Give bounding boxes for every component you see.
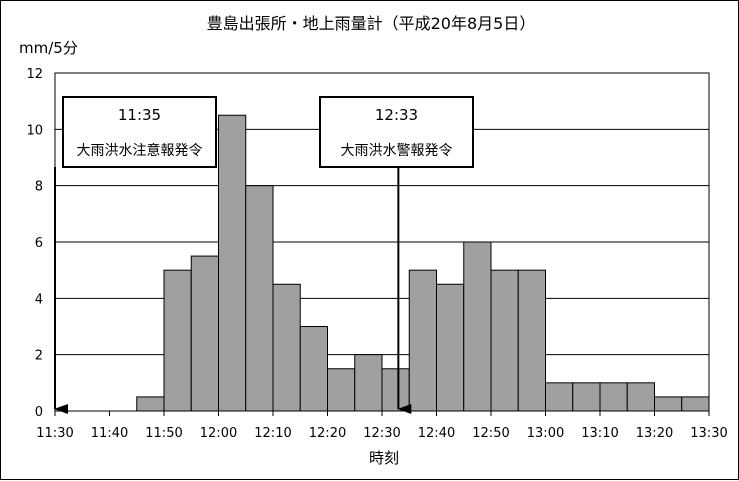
y-tick-label: 8 (35, 180, 43, 195)
y-tick-label: 12 (26, 67, 43, 82)
bar (681, 396, 710, 412)
annotation-time: 11:35 (118, 106, 161, 124)
bar (299, 326, 328, 412)
x-tick-label: 11:50 (145, 426, 182, 441)
y-tick-label: 10 (26, 123, 43, 138)
y-tick-label: 0 (35, 405, 43, 420)
y-axis-label: mm/5分 (19, 39, 78, 57)
bar (190, 255, 219, 412)
annotation-callout: 11:35 大雨洪水注意報発令 (54, 96, 217, 414)
annotation-text: 大雨洪水注意報発令 (77, 142, 203, 159)
x-tick-label: 13:20 (636, 426, 673, 441)
bar (327, 368, 356, 412)
x-tick-label: 12:10 (254, 426, 291, 441)
x-tick-label: 12:30 (363, 426, 400, 441)
x-tick-label: 12:40 (418, 426, 455, 441)
x-tick-label: 11:30 (36, 426, 73, 441)
annotation-time: 12:33 (375, 106, 418, 124)
chart-title: 豊島出張所・地上雨量計（平成20年8月5日） (207, 14, 536, 33)
bar (572, 382, 601, 412)
x-tick-label: 11:40 (91, 426, 128, 441)
bar (408, 269, 437, 412)
bar (163, 269, 192, 412)
x-tick-label: 13:10 (581, 426, 618, 441)
bar (272, 283, 301, 412)
x-tick-label: 12:50 (472, 426, 509, 441)
bar (517, 269, 546, 412)
bar (490, 269, 519, 412)
y-tick-label: 2 (35, 349, 43, 364)
x-tick-label: 12:00 (200, 426, 237, 441)
bar (599, 382, 628, 412)
bar (436, 283, 465, 412)
x-tick-label: 13:30 (690, 426, 727, 441)
x-tick-label: 13:00 (527, 426, 564, 441)
y-tick-label: 6 (35, 236, 43, 251)
bar (245, 185, 274, 412)
bar (136, 396, 165, 412)
y-tick-label: 4 (35, 292, 43, 307)
bar (218, 114, 247, 412)
bar (463, 241, 492, 412)
annotation-callout: 12:33 大雨洪水警報発令 (319, 96, 474, 414)
x-tick-label: 12:20 (309, 426, 346, 441)
bar (354, 354, 383, 412)
bar (654, 396, 683, 412)
annotation-box (319, 96, 474, 168)
bar (381, 368, 410, 412)
plot-area: 0 2 4 6 8 10 12 11:30 11:40 11:50 12:00 12:10 12:20 1… (26, 67, 727, 441)
annotation-box (62, 96, 217, 168)
bar (545, 382, 574, 412)
annotation-text: 大雨洪水警報発令 (341, 143, 453, 159)
bar (626, 382, 655, 412)
x-axis-label: 時刻 (369, 449, 399, 467)
